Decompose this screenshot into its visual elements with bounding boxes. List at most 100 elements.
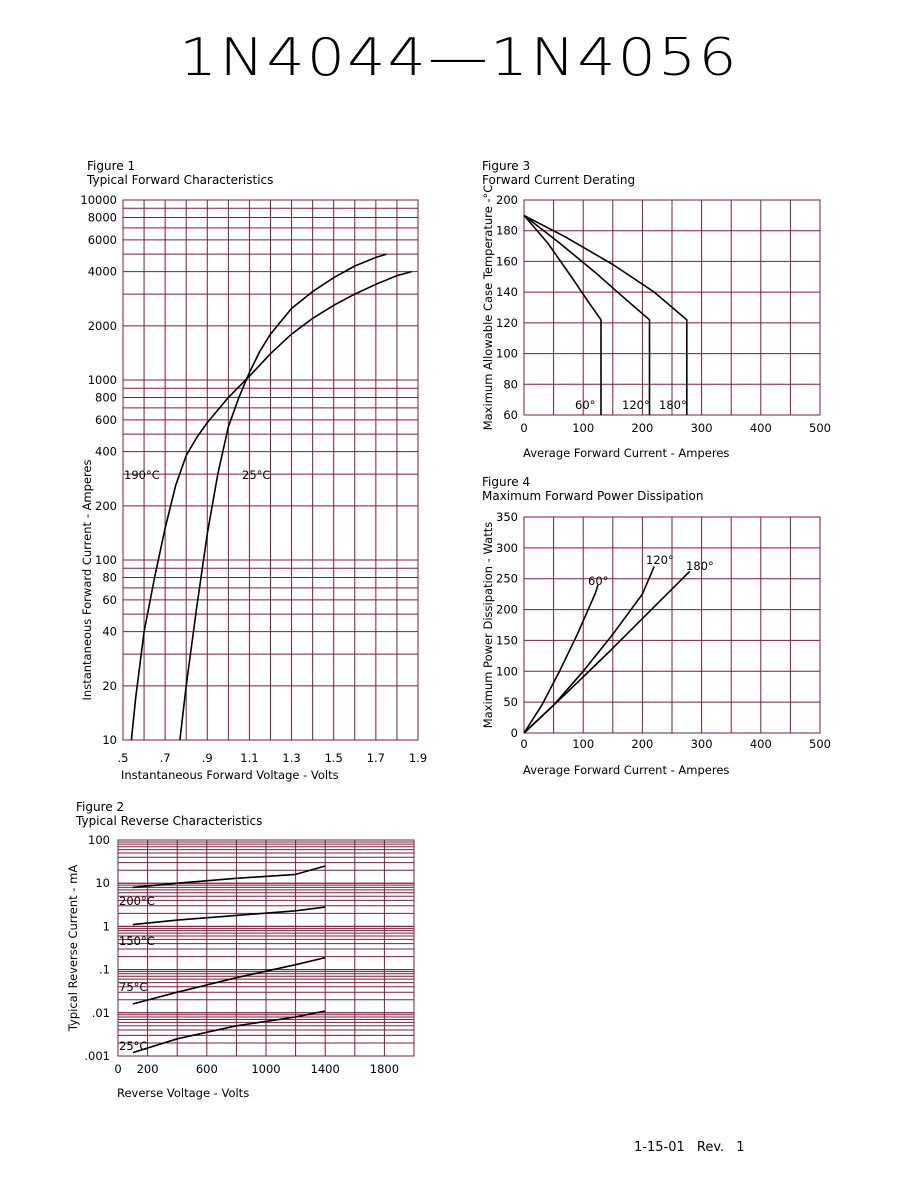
fig3-curve-0 — [523, 214, 602, 415]
fig3-y-tick: 100 — [496, 347, 518, 361]
fig1-y-tick: 10 — [102, 733, 117, 747]
fig1-y-tick: 6000 — [88, 233, 117, 247]
fig1-y-tick: 1000 — [88, 373, 117, 387]
fig4-x-tick: 100 — [572, 737, 594, 751]
fig1-curve-1 — [179, 253, 387, 741]
fig3-x-tick: 300 — [691, 421, 713, 435]
fig1-label: Figure 1 — [87, 159, 136, 173]
fig2-y-tick: .01 — [92, 1006, 110, 1020]
fig2-x-tick: 200 — [137, 1062, 159, 1076]
fig4-y-tick: 100 — [496, 664, 518, 678]
fig3-label: Figure 3 — [482, 159, 531, 173]
revision-footer: 1-15-01 Rev. 1 — [634, 1140, 745, 1155]
fig2-y-tick: 1 — [103, 919, 110, 933]
fig1-y-tick: 20 — [102, 679, 117, 693]
fig2-y-tick: .001 — [84, 1049, 110, 1063]
fig3-x-tick: 100 — [572, 421, 594, 435]
fig3-x-tick: 200 — [631, 421, 653, 435]
fig1-x-tick: 1.9 — [409, 751, 427, 765]
fig2-curve-3 — [132, 1010, 326, 1054]
fig3-series-label-0: 60° — [575, 398, 595, 412]
fig1-curve-0 — [130, 270, 412, 741]
fig4-x-tick: 400 — [750, 737, 772, 751]
fig4-y-tick: 300 — [496, 541, 518, 555]
fig1-x-tick: 1.3 — [282, 751, 300, 765]
fig1-heading: Figure 1 Typical Forward Characteristics — [87, 159, 273, 187]
fig2-label: Figure 2 — [76, 800, 125, 814]
fig4-y-tick: 250 — [496, 572, 518, 586]
fig1-x-tick: .9 — [202, 751, 213, 765]
fig1-y-tick: 10000 — [80, 193, 117, 207]
fig1-y-tick: 4000 — [88, 265, 117, 279]
fig4-y-label: Maximum Power Dissipation - Watts — [481, 522, 495, 729]
fig2-series-label-3: 25°C — [119, 1039, 147, 1053]
fig3-y-tick: 200 — [496, 193, 518, 207]
fig2-curve-2 — [132, 956, 326, 1005]
fig2-series-label-1: 150°C — [119, 934, 155, 948]
fig2-title: Typical Reverse Characteristics — [76, 814, 263, 828]
fig4-series-label-0: 60° — [588, 574, 608, 588]
fig1-y-tick: 800 — [95, 390, 117, 404]
fig1-y-tick: 40 — [102, 625, 117, 639]
fig2-x-tick: 600 — [196, 1062, 218, 1076]
fig3-y-tick: 80 — [503, 377, 518, 391]
fig2-y-tick: .1 — [99, 963, 110, 977]
fig4-curve-1 — [523, 566, 655, 734]
fig1-x-tick: 1.5 — [325, 751, 343, 765]
fig1-x-tick: 1.7 — [367, 751, 385, 765]
fig2-series-label-0: 200°C — [119, 894, 155, 908]
fig1-y-tick: 600 — [95, 413, 117, 427]
fig1-y-tick: 80 — [102, 570, 117, 584]
fig2-series-label-2: 75°C — [119, 980, 147, 994]
fig1-frame — [122, 199, 419, 741]
fig1-y-tick: 200 — [95, 499, 117, 513]
fig3-series-label-2: 180° — [659, 398, 687, 412]
fig3-y-tick: 120 — [496, 316, 518, 330]
fig1-x-tick: .5 — [118, 751, 129, 765]
fig3-curve-2 — [523, 214, 688, 415]
fig3-heading: Figure 3 Forward Current Derating — [482, 159, 635, 187]
fig1-title: Typical Forward Characteristics — [87, 173, 274, 187]
fig1-y-tick: 60 — [102, 593, 117, 607]
fig4-y-tick: 200 — [496, 603, 518, 617]
fig4-x-tick: 0 — [520, 737, 527, 751]
fig2-x-tick: 1400 — [311, 1062, 340, 1076]
fig4-y-tick: 350 — [496, 510, 518, 524]
fig2-curve-1 — [132, 906, 326, 926]
fig4-y-tick: 50 — [503, 695, 518, 709]
fig4-title: Maximum Forward Power Dissipation — [482, 489, 704, 503]
fig2-x-tick: 1000 — [251, 1062, 280, 1076]
fig2-x-tick: 1800 — [370, 1062, 399, 1076]
fig3-x-label: Average Forward Current - Amperes — [523, 446, 729, 460]
fig2-x-label: Reverse Voltage - Volts — [117, 1086, 249, 1100]
fig3-title: Forward Current Derating — [482, 173, 636, 187]
fig3-x-tick: 400 — [750, 421, 772, 435]
fig1-y-tick: 400 — [95, 445, 117, 459]
fig2-y-tick: 100 — [88, 833, 110, 847]
fig3-x-tick: 500 — [809, 421, 831, 435]
fig2-y-tick: 10 — [95, 876, 110, 890]
fig3-y-label: Maximum Allowable Case Temperature -°C — [481, 185, 495, 431]
fig4-curve-2 — [523, 570, 691, 734]
fig4-x-tick: 300 — [691, 737, 713, 751]
fig2-y-label: Typical Reverse Current - mA — [66, 865, 80, 1032]
fig4-x-tick: 500 — [809, 737, 831, 751]
fig1-x-label: Instantaneous Forward Voltage - Volts — [121, 768, 339, 782]
fig4-curve-0 — [523, 584, 599, 734]
fig1-y-tick: 8000 — [88, 210, 117, 224]
fig4-series-label-1: 120° — [646, 553, 674, 567]
fig1-y-tick: 2000 — [88, 319, 117, 333]
fig3-y-tick: 160 — [496, 254, 518, 268]
fig1-x-tick: .7 — [160, 751, 171, 765]
fig3-y-tick: 140 — [496, 285, 518, 299]
fig3-y-tick: 60 — [503, 408, 518, 422]
fig2-frame — [117, 839, 415, 1057]
fig2-curve-0 — [132, 865, 326, 889]
fig1-x-tick: 1.1 — [240, 751, 258, 765]
fig4-frame — [523, 516, 821, 734]
fig4-y-tick: 150 — [496, 633, 518, 647]
fig2-heading: Figure 2 Typical Reverse Characteristics — [76, 800, 262, 828]
fig3-frame — [523, 199, 821, 416]
fig3-curve-1 — [523, 214, 651, 415]
